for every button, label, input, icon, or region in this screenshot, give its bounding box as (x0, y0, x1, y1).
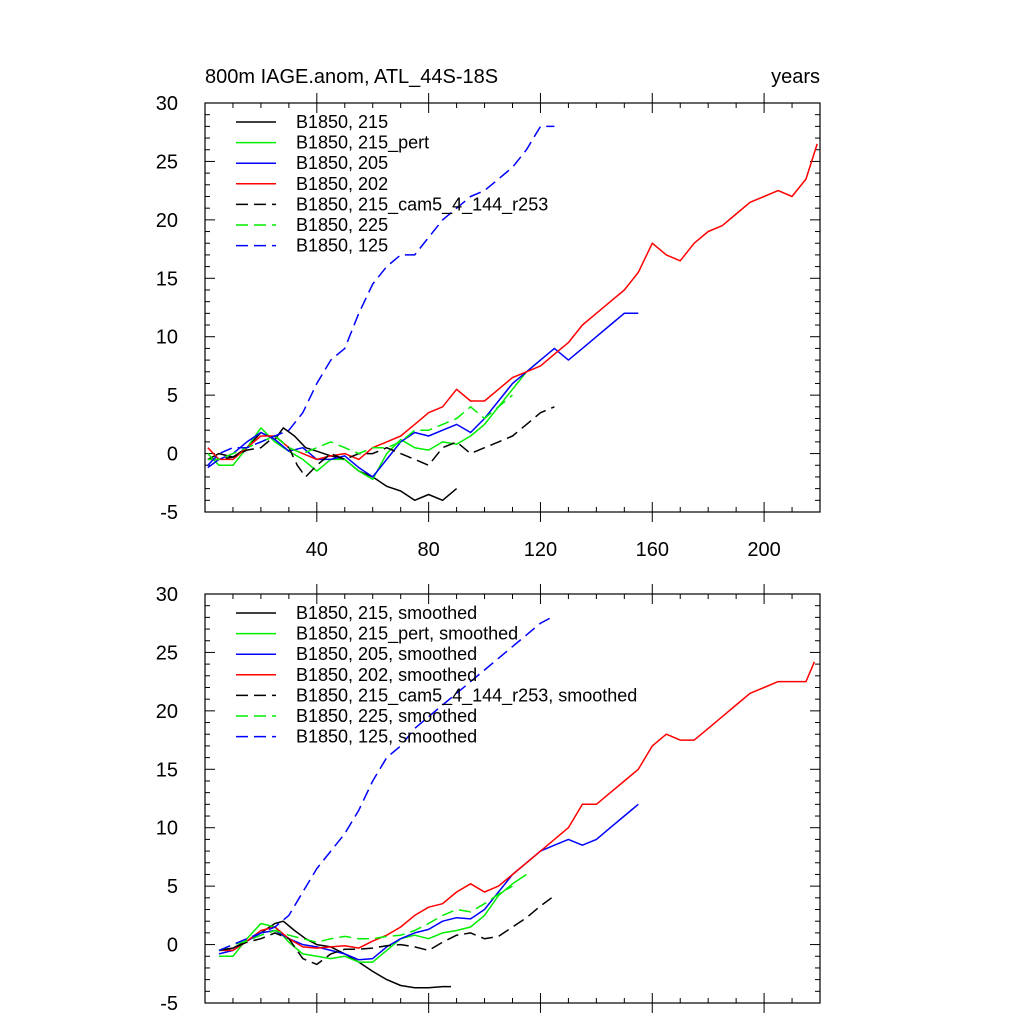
series-line (207, 394, 513, 461)
y-tick-label: 10 (156, 327, 178, 349)
chart-title: 800m IAGE.anom, ATL_44S-18S (205, 66, 498, 88)
legend-label: B1850, 215_pert, smoothed (296, 624, 518, 645)
legend-label: B1850, 225, smoothed (296, 706, 477, 726)
series-line (207, 143, 818, 461)
y-tick-label: 15 (156, 268, 178, 290)
y-tick-label: 25 (156, 642, 178, 664)
legend-label: B1850, 215 (296, 112, 388, 132)
y-tick-label: 5 (167, 385, 178, 407)
x-tick-label: 80 (418, 539, 440, 561)
legend-label: B1850, 205 (296, 153, 388, 173)
series-line (218, 897, 553, 966)
series-line (218, 616, 552, 952)
series-line (218, 803, 639, 961)
series-line (219, 873, 527, 963)
series-line (219, 661, 816, 952)
legend-label: B1850, 225 (296, 215, 388, 235)
y-tick-label: 25 (156, 151, 178, 173)
legend-label: B1850, 125 (296, 236, 388, 256)
y-tick-label: -5 (160, 993, 178, 1015)
units-label: years (771, 66, 820, 88)
y-tick-label: 15 (156, 759, 178, 781)
legend-label: B1850, 215, smoothed (296, 603, 477, 623)
y-tick-label: 0 (167, 935, 178, 957)
y-tick-label: 30 (156, 93, 178, 115)
series-line (218, 885, 513, 952)
legend-label: B1850, 215_pert (296, 133, 429, 154)
series-line (207, 427, 458, 502)
x-tick-label: 120 (524, 539, 557, 561)
legend-label: B1850, 215_cam5_4_144_r253, smoothed (296, 685, 637, 706)
legend-label: B1850, 202 (296, 174, 388, 194)
y-tick-label: 10 (156, 818, 178, 840)
series-line (207, 125, 555, 466)
y-tick-label: 20 (156, 210, 178, 232)
legend-label: B1850, 202, smoothed (296, 665, 477, 685)
series-line (207, 312, 639, 478)
series-line (207, 359, 541, 481)
y-tick-label: 0 (167, 444, 178, 466)
y-tick-label: -5 (160, 502, 178, 524)
y-tick-label: 30 (156, 584, 178, 606)
legend-label: B1850, 205, smoothed (296, 644, 477, 664)
y-tick-label: 20 (156, 701, 178, 723)
x-tick-label: 200 (747, 539, 780, 561)
series-line (207, 406, 555, 478)
x-tick-label: 160 (636, 539, 669, 561)
y-tick-label: 5 (167, 876, 178, 898)
legend-label: B1850, 215_cam5_4_144_r253 (296, 194, 548, 215)
legend-label: B1850, 125, smoothed (296, 727, 477, 747)
x-tick-label: 40 (306, 539, 328, 561)
